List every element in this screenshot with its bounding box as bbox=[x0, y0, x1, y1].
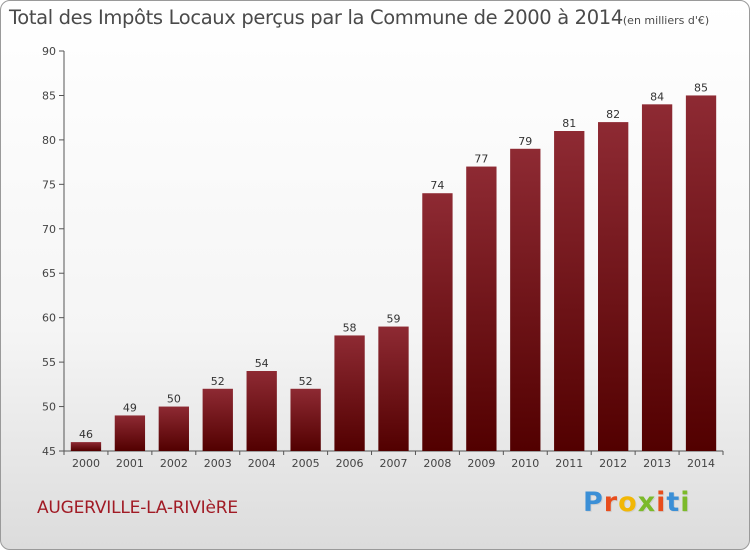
chart-bars bbox=[70, 95, 717, 452]
bar-2012 bbox=[598, 122, 629, 451]
y-tick-label: 45 bbox=[42, 445, 56, 458]
bar-2005 bbox=[290, 388, 321, 451]
y-tick-label: 85 bbox=[42, 89, 56, 102]
chart-labels: 46 2000 49 2001 50 2002 52 2003 54 2004 52 2005 58 20… bbox=[72, 81, 715, 470]
data-label: 46 bbox=[79, 428, 93, 441]
data-label: 50 bbox=[167, 393, 181, 406]
chart-title: Total des Impôts Locaux perçus par la Co… bbox=[9, 6, 709, 29]
x-tick-label: 2012 bbox=[599, 457, 627, 470]
x-tick-label: 2004 bbox=[248, 457, 276, 470]
y-tick-label: 60 bbox=[42, 312, 56, 325]
bar-2003 bbox=[202, 388, 233, 451]
x-tick-label: 2011 bbox=[555, 457, 583, 470]
data-label: 59 bbox=[387, 313, 401, 326]
y-tick-label: 80 bbox=[42, 134, 56, 147]
data-label: 49 bbox=[123, 401, 137, 414]
x-tick-label: 2013 bbox=[643, 457, 671, 470]
proxiti-logo: Proxiti bbox=[583, 487, 691, 518]
data-label: 84 bbox=[650, 90, 664, 103]
logo-letter: x bbox=[637, 487, 657, 518]
bar-2010 bbox=[510, 148, 541, 451]
x-tick-label: 2005 bbox=[292, 457, 320, 470]
bar-2008 bbox=[422, 193, 453, 451]
bar-2013 bbox=[641, 104, 673, 451]
y-tick-label: 90 bbox=[42, 45, 56, 58]
data-label: 58 bbox=[343, 321, 357, 334]
x-tick-label: 2007 bbox=[380, 457, 408, 470]
x-tick-label: 2000 bbox=[72, 457, 100, 470]
y-tick-label: 55 bbox=[42, 356, 56, 369]
y-tick-label: 75 bbox=[42, 178, 56, 191]
logo-letter: o bbox=[618, 487, 638, 518]
commune-name: AUGERVILLE-LA-RIVIèRE bbox=[37, 498, 238, 518]
data-label: 54 bbox=[255, 357, 269, 370]
data-label: 77 bbox=[474, 153, 488, 166]
logo-letter: P bbox=[583, 487, 604, 518]
x-tick-label: 2006 bbox=[336, 457, 364, 470]
x-tick-label: 2002 bbox=[160, 457, 188, 470]
data-label: 85 bbox=[694, 81, 708, 94]
bar-2009 bbox=[466, 166, 497, 452]
x-tick-label: 2010 bbox=[511, 457, 539, 470]
logo-letter: i bbox=[656, 487, 667, 518]
bar-2001 bbox=[114, 415, 146, 451]
x-tick-label: 2008 bbox=[423, 457, 451, 470]
data-label: 82 bbox=[606, 108, 620, 121]
x-tick-label: 2003 bbox=[204, 457, 232, 470]
chart-title-unit: (en milliers d'€) bbox=[622, 14, 710, 27]
y-tick-label: 50 bbox=[42, 401, 56, 414]
bar-2002 bbox=[158, 406, 189, 451]
data-label: 81 bbox=[562, 117, 576, 130]
bar-2004 bbox=[246, 371, 277, 451]
bar-2007 bbox=[378, 326, 409, 451]
x-tick-label: 2009 bbox=[467, 457, 495, 470]
data-label: 52 bbox=[299, 375, 313, 388]
bar-2011 bbox=[554, 131, 585, 451]
x-tick-label: 2014 bbox=[687, 457, 715, 470]
data-label: 74 bbox=[430, 179, 444, 192]
y-tick-label: 65 bbox=[42, 267, 56, 280]
logo-letter: r bbox=[603, 487, 619, 518]
x-tick-label: 2001 bbox=[116, 457, 144, 470]
y-tick-label: 70 bbox=[42, 223, 56, 236]
bar-2000 bbox=[70, 442, 102, 451]
data-label: 79 bbox=[518, 135, 532, 148]
logo-letter: i bbox=[680, 487, 691, 518]
bar-2014 bbox=[685, 95, 717, 451]
bar-2006 bbox=[334, 335, 365, 451]
chart-title-main: Total des Impôts Locaux perçus par la Co… bbox=[9, 6, 623, 29]
logo-letter: t bbox=[666, 487, 681, 518]
data-label: 52 bbox=[211, 375, 225, 388]
